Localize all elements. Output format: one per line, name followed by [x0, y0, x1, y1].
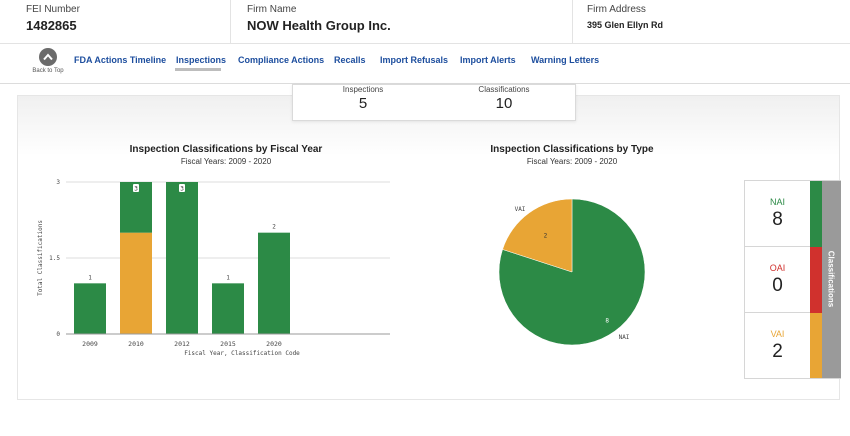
inspections-label: Inspections — [342, 85, 384, 94]
pie-chart-title: Inspection Classifications by Type — [490, 144, 654, 155]
classifications-card: NAI 8 OAI 0 VAI 2 Classifications — [744, 180, 841, 379]
data-label: 3 — [134, 186, 138, 193]
inspections-count: Inspections 5 — [293, 85, 433, 112]
pie-category-label: NAI — [619, 334, 630, 341]
oai-color-strip — [810, 247, 822, 313]
tab-warning-letters[interactable]: Warning Letters — [531, 55, 600, 65]
header-divider — [230, 0, 231, 44]
vai-count: 2 — [772, 341, 783, 362]
y-tick-label: 3 — [56, 179, 60, 186]
charts-panel — [17, 95, 840, 400]
tab-recalls[interactable]: Recalls — [334, 55, 366, 65]
bar-segment-vai — [120, 232, 152, 334]
tab-import-alerts[interactable]: Import Alerts — [460, 55, 516, 65]
data-label: 1 — [226, 274, 230, 281]
oai-count: 0 — [772, 275, 783, 296]
tab-import-refusals[interactable]: Import Refusals — [380, 55, 449, 65]
classifications-sidebar-label: Classifications — [826, 250, 836, 308]
tab-inspections[interactable]: Inspections — [176, 55, 227, 65]
x-tick-label: 2020 — [266, 340, 282, 348]
y-tick-label: 1.5 — [49, 255, 60, 262]
x-tick-label: 2009 — [82, 340, 98, 348]
y-tick-label: 0 — [56, 331, 60, 338]
vai-color-strip — [810, 313, 822, 378]
back-to-top-label: Back to Top — [32, 68, 64, 74]
firm-header: FEI Number 1482865 Firm Name NOW Health … — [0, 0, 850, 44]
fei-label: FEI Number — [26, 4, 80, 15]
data-label-box — [133, 184, 139, 192]
x-axis-label: Fiscal Year, Classification Code — [184, 350, 300, 357]
nai-count: 8 — [772, 209, 783, 230]
section-nav: Back to Top FDA Actions Timeline Inspect… — [0, 44, 850, 84]
x-tick-label: 2012 — [174, 340, 190, 348]
inspection-summary: Inspections 5 Classifications 10 — [292, 84, 576, 121]
oai-cell: OAI 0 — [745, 247, 810, 313]
firm-address-value: 395 Glen Ellyn Rd — [587, 20, 664, 30]
classifications-value: 10 — [495, 95, 513, 112]
y-axis-label: Total Classifications — [37, 220, 44, 296]
nai-label: NAI — [769, 197, 785, 207]
classifications-label: Classifications — [478, 85, 530, 94]
bar-chart-title: Inspection Classifications by Fiscal Yea… — [129, 144, 323, 155]
tab-fda-actions-timeline[interactable]: FDA Actions Timeline — [74, 55, 167, 65]
pie-slice-vai — [502, 198, 573, 273]
firm-address-label: Firm Address — [587, 4, 646, 15]
x-tick-label: 2015 — [220, 340, 236, 348]
header-divider — [572, 0, 573, 44]
data-label: 1 — [88, 274, 92, 281]
firm-name-value: NOW Health Group Inc. — [247, 18, 391, 33]
bar-chart-subtitle: Fiscal Years: 2009 - 2020 — [180, 157, 272, 166]
nai-color-strip — [810, 181, 822, 247]
inspections-value: 5 — [358, 95, 368, 112]
bar-segment-nai — [74, 283, 106, 334]
classifications-sidebar — [822, 181, 841, 378]
chevron-up-icon — [39, 48, 57, 66]
x-tick-label: 2010 — [128, 340, 144, 348]
pie-value-label: 8 — [605, 317, 609, 324]
pie-value-label: 2 — [544, 232, 548, 239]
classifications-count: Classifications 10 — [434, 85, 574, 112]
bar-segment-nai — [166, 182, 198, 334]
pie-chart-subtitle: Fiscal Years: 2009 - 2020 — [526, 157, 618, 166]
back-to-top-button[interactable]: Back to Top — [30, 48, 66, 74]
nai-cell: NAI 8 — [745, 181, 810, 247]
fei-field: FEI Number 1482865 — [26, 4, 80, 33]
fei-value: 1482865 — [26, 18, 77, 33]
data-label-box — [179, 184, 185, 192]
tab-compliance-actions[interactable]: Compliance Actions — [238, 55, 325, 65]
oai-label: OAI — [769, 263, 786, 273]
vai-cell: VAI 2 — [745, 313, 810, 378]
pie-category-label: VAI — [515, 206, 526, 213]
data-label: 2 — [272, 224, 276, 231]
bar-segment-nai — [258, 232, 290, 334]
data-label: 3 — [180, 186, 184, 193]
active-tab-indicator — [175, 68, 221, 71]
firm-address-field: Firm Address 395 Glen Ellyn Rd — [587, 4, 663, 30]
firm-name-label: Firm Name — [247, 4, 297, 15]
vai-label: VAI — [770, 329, 785, 339]
bar-segment-nai — [212, 283, 244, 334]
firm-name-field: Firm Name NOW Health Group Inc. — [247, 4, 391, 33]
